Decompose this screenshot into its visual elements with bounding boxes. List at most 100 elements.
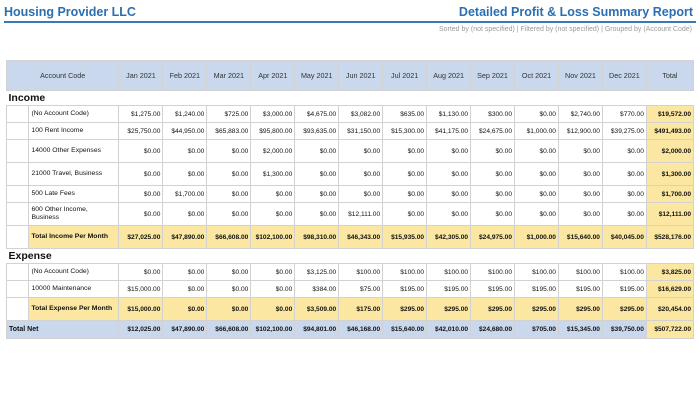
- amount-cell: $195.00: [426, 280, 472, 298]
- amount-cell: $40,045.00: [601, 225, 647, 249]
- amount-cell: $0.00: [382, 202, 428, 226]
- amount-cell: $95,800.00: [250, 122, 296, 140]
- row-total-cell: $19,572.00: [645, 105, 695, 123]
- col-header[interactable]: Account Code: [5, 60, 120, 91]
- amount-cell: $195.00: [470, 280, 516, 298]
- amount-cell: $46,168.00: [338, 320, 384, 339]
- amount-cell: $39,750.00: [601, 320, 647, 339]
- table-row: 21000 Travel, Business $0.00 $0.00 $0.00 $1,…: [5, 162, 695, 186]
- net-section: Total Net $12,025.00 $47,890.00 $66,608.00 $…: [5, 320, 695, 339]
- amount-cell: $0.00: [250, 263, 296, 281]
- indent-cell: [5, 105, 30, 123]
- amount-cell: $0.00: [118, 263, 164, 281]
- amount-cell: $25,750.00: [118, 122, 164, 140]
- total-net-row: Total Net $12,025.00 $47,890.00 $66,608.00 $…: [5, 320, 695, 339]
- amount-cell: $0.00: [557, 202, 603, 226]
- row-total-cell: $491,493.00: [645, 122, 695, 140]
- amount-cell: $15,000.00: [118, 280, 164, 298]
- col-header[interactable]: Oct 2021: [514, 60, 559, 91]
- amount-cell: $42,305.00: [426, 225, 472, 249]
- indent-cell: [5, 122, 30, 140]
- amount-cell: $15,345.00: [557, 320, 603, 339]
- amount-cell: $0.00: [206, 297, 252, 321]
- amount-cell: $0.00: [470, 139, 516, 163]
- amount-cell: $24,675.00: [470, 122, 516, 140]
- amount-cell: $0.00: [206, 280, 252, 298]
- amount-cell: $44,950.00: [162, 122, 208, 140]
- amount-cell: $195.00: [557, 280, 603, 298]
- indent-cell: [5, 202, 30, 226]
- section-total-row: Total Expense Per Month $15,000.00 $0.00 $0…: [5, 297, 695, 321]
- col-header[interactable]: Jun 2021: [338, 60, 384, 91]
- amount-cell: $0.00: [162, 263, 208, 281]
- amount-cell: $0.00: [162, 297, 208, 321]
- amount-cell: $0.00: [426, 162, 472, 186]
- col-header[interactable]: Sep 2021: [470, 60, 516, 91]
- amount-cell: $635.00: [382, 105, 428, 123]
- amount-cell: $0.00: [118, 185, 164, 203]
- table-row: 600 Other Income, Business $0.00 $0.00 $0.0…: [5, 202, 695, 226]
- report-header: Housing Provider LLC Detailed Profit & L…: [4, 3, 696, 23]
- amount-cell: $15,640.00: [382, 320, 428, 339]
- account-label: Total Expense Per Month: [28, 297, 120, 321]
- amount-cell: $3,000.00: [250, 105, 296, 123]
- table-header-row: Account Code Jan 2021 Feb 2021 Mar 2021 …: [5, 60, 695, 91]
- amount-cell: $24,975.00: [470, 225, 516, 249]
- section-title: Expense: [6, 248, 694, 264]
- amount-cell: $0.00: [206, 202, 252, 226]
- row-total-cell: $507,722.00: [645, 320, 695, 339]
- col-header[interactable]: May 2021: [294, 60, 340, 91]
- amount-cell: $98,310.00: [294, 225, 340, 249]
- amount-cell: $0.00: [162, 280, 208, 298]
- amount-cell: $100.00: [470, 263, 516, 281]
- income-section: Income (No Account Code) $1,275.00 $1,240.…: [5, 90, 695, 249]
- col-header[interactable]: Jan 2021: [118, 60, 164, 91]
- amount-cell: $0.00: [514, 185, 559, 203]
- col-header[interactable]: Nov 2021: [557, 60, 603, 91]
- col-header[interactable]: Dec 2021: [601, 60, 647, 91]
- header-divider: [4, 21, 696, 23]
- amount-cell: $384.00: [294, 280, 340, 298]
- table-row: (No Account Code) $0.00 $0.00 $0.00 $0.00 $3,…: [5, 263, 695, 281]
- amount-cell: $295.00: [514, 297, 559, 321]
- col-header[interactable]: Jul 2021: [382, 60, 428, 91]
- amount-cell: $65,883.00: [206, 122, 252, 140]
- amount-cell: $0.00: [338, 185, 384, 203]
- account-label: Total Income Per Month: [28, 225, 120, 249]
- amount-cell: $0.00: [118, 139, 164, 163]
- table-row: 10000 Maintenance $15,000.00 $0.00 $0.00 $0.…: [5, 280, 695, 298]
- amount-cell: $75.00: [338, 280, 384, 298]
- amount-cell: $93,635.00: [294, 122, 340, 140]
- amount-cell: $100.00: [338, 263, 384, 281]
- amount-cell: $0.00: [514, 202, 559, 226]
- report-title: Detailed Profit & Loss Summary Report: [458, 5, 693, 19]
- col-header[interactable]: Feb 2021: [162, 60, 208, 91]
- amount-cell: $0.00: [294, 139, 340, 163]
- row-total-cell: $20,454.00: [645, 297, 695, 321]
- amount-cell: $0.00: [426, 202, 472, 226]
- amount-cell: $3,509.00: [294, 297, 340, 321]
- amount-cell: $0.00: [382, 139, 428, 163]
- amount-cell: $1,240.00: [162, 105, 208, 123]
- amount-cell: $0.00: [250, 185, 296, 203]
- expense-section: Expense (No Account Code) $0.00 $0.00 $0.00…: [5, 248, 695, 321]
- account-label: 600 Other Income, Business: [28, 202, 120, 226]
- col-header[interactable]: Total: [645, 60, 695, 91]
- amount-cell: $0.00: [426, 185, 472, 203]
- amount-cell: $0.00: [162, 162, 208, 186]
- account-label: 21000 Travel, Business: [28, 162, 120, 186]
- col-header[interactable]: Apr 2021: [250, 60, 296, 91]
- amount-cell: $0.00: [601, 202, 647, 226]
- table-row: 500 Late Fees $0.00 $1,700.00 $0.00 $0.00 $0.…: [5, 185, 695, 203]
- amount-cell: $0.00: [338, 162, 384, 186]
- amount-cell: $47,890.00: [162, 225, 208, 249]
- amount-cell: $300.00: [470, 105, 516, 123]
- indent-cell: [5, 297, 30, 321]
- amount-cell: $0.00: [557, 162, 603, 186]
- amount-cell: $0.00: [294, 202, 340, 226]
- amount-cell: $1,275.00: [118, 105, 164, 123]
- amount-cell: $770.00: [601, 105, 647, 123]
- col-header[interactable]: Aug 2021: [426, 60, 472, 91]
- amount-cell: $295.00: [557, 297, 603, 321]
- col-header[interactable]: Mar 2021: [206, 60, 252, 91]
